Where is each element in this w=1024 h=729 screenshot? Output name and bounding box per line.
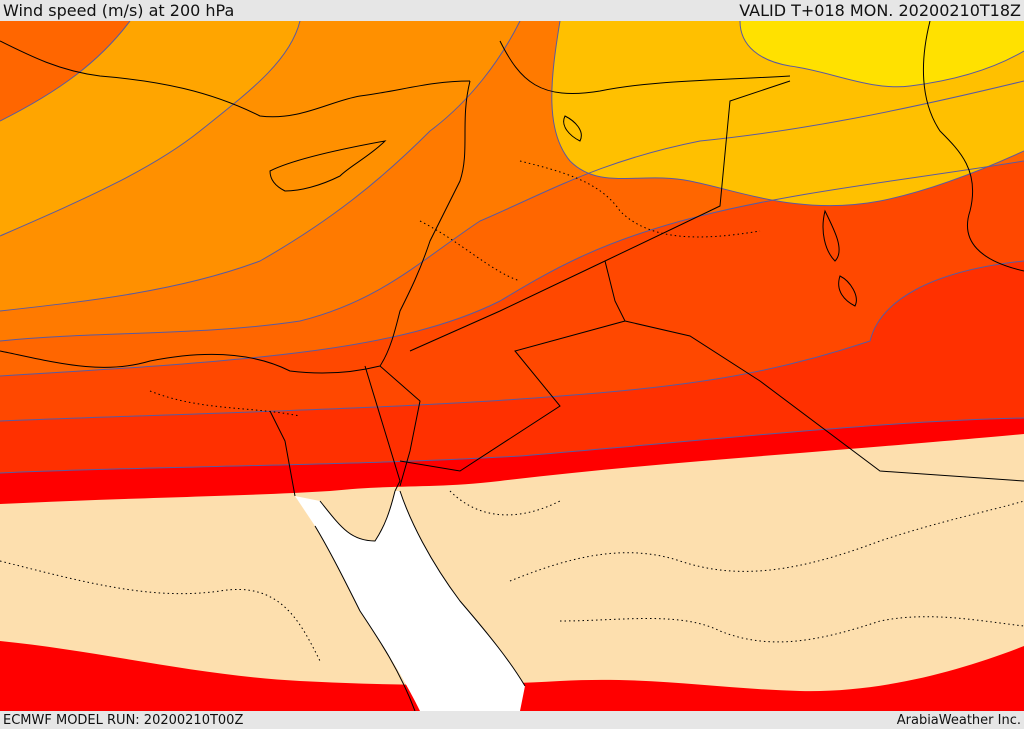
province-boundaries bbox=[0, 160, 1024, 662]
valid-time: VALID T+018 MON. 20200210T18Z bbox=[739, 1, 1021, 20]
band-calm bbox=[0, 434, 1024, 692]
country-borders bbox=[0, 21, 1024, 711]
band-yellow bbox=[740, 21, 1024, 87]
red-sea-mask bbox=[295, 491, 525, 711]
wind-speed-map[interactable] bbox=[0, 21, 1024, 711]
provider-credit: ArabiaWeather Inc. bbox=[896, 712, 1021, 728]
map-panel[interactable] bbox=[0, 21, 1024, 711]
header-bar: Wind speed (m/s) at 200 hPa VALID T+018 … bbox=[0, 0, 1024, 21]
isotach-contours bbox=[0, 21, 1024, 474]
model-run: ECMWF MODEL RUN: 20200210T00Z bbox=[3, 712, 244, 728]
band-orange-northwest bbox=[0, 21, 130, 121]
map-title: Wind speed (m/s) at 200 hPa bbox=[3, 1, 235, 20]
footer-bar: ECMWF MODEL RUN: 20200210T00Z ArabiaWeat… bbox=[0, 711, 1024, 729]
